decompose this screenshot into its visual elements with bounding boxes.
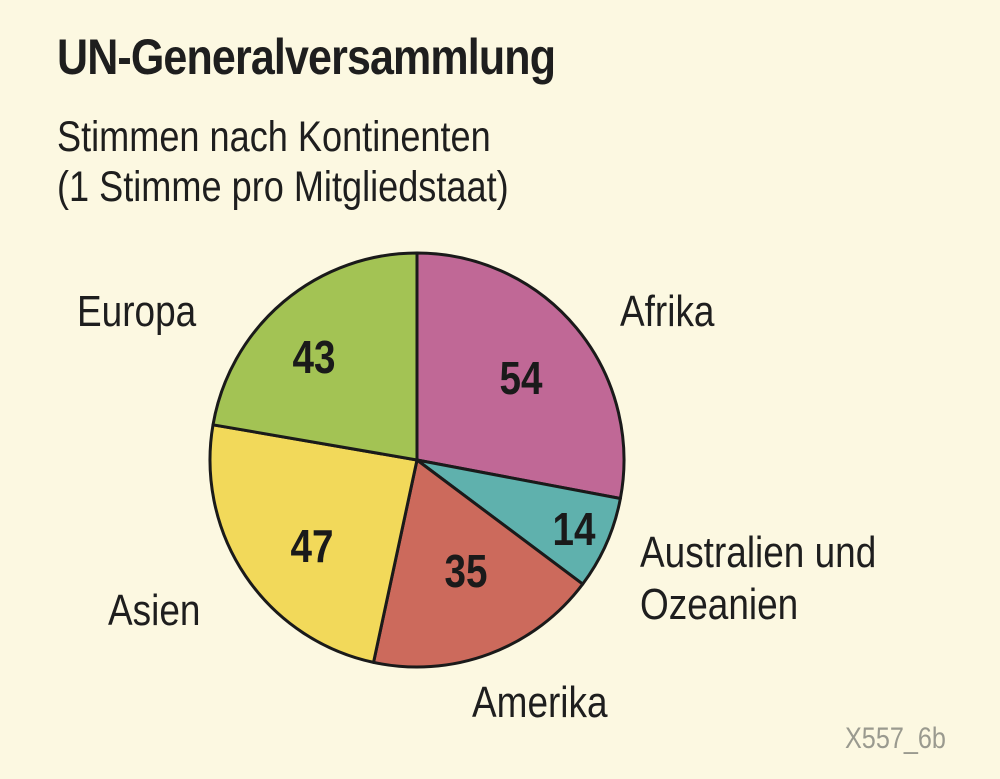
subtitle-line-1: Stimmen nach Kontinenten: [57, 113, 491, 161]
value-asien: 47: [291, 521, 334, 572]
graphic-code: X557_6b: [845, 722, 946, 755]
label-afrika: Afrika: [620, 287, 715, 336]
label-asien: Asien: [108, 586, 201, 635]
value-amerika: 35: [445, 546, 488, 597]
value-australien: 14: [553, 504, 596, 555]
pie-slice-amerika: [372, 458, 585, 669]
chart-subtitle: Stimmen nach Kontinenten (1 Stimme pro M…: [57, 112, 509, 212]
label-europa: Europa: [77, 287, 197, 336]
pie-slices: [208, 251, 626, 669]
value-afrika: 54: [500, 353, 543, 404]
label-australien: Australien und Ozeanien: [640, 527, 876, 631]
pie-slice-europa: [211, 251, 419, 462]
label-australien-line-1: Australien und: [640, 528, 877, 577]
label-australien-line-2: Ozeanien: [640, 580, 799, 629]
subtitle-line-2: (1 Stimme pro Mitgliedstaat): [57, 163, 509, 211]
value-europa: 43: [293, 332, 336, 383]
pie-slice-asien: [208, 423, 419, 664]
label-amerika: Amerika: [472, 678, 608, 727]
chart-title: UN-Generalversammlung: [57, 29, 556, 85]
pie-slice-afrika: [415, 251, 626, 501]
